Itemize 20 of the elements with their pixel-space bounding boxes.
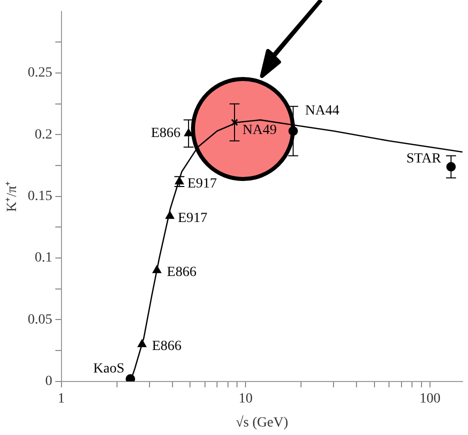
annotation: E917 — [178, 210, 208, 226]
annotation: E866 — [150, 126, 181, 142]
y-tick-label: 0.05 — [28, 312, 52, 328]
y-tick-label: 0.15 — [28, 189, 52, 204]
y-tick-label: 0.25 — [28, 66, 52, 81]
annotation: STAR — [406, 151, 442, 166]
x-tick-label: 10 — [238, 391, 253, 406]
x-axis-title: √s (GeV) — [236, 414, 288, 430]
y-tick-label: 0 — [45, 374, 52, 390]
annotation: KaoS — [93, 362, 124, 377]
y-tick-label: 0.1 — [34, 250, 52, 266]
y-tick-label: 0.2 — [34, 127, 52, 142]
annotation: E866 — [152, 339, 182, 354]
y-axis-title: K⁺/π⁺ — [5, 180, 20, 212]
annotation: NA49 — [242, 123, 277, 138]
annotation: E917 — [187, 176, 217, 192]
x-tick-label: 1 — [58, 391, 65, 406]
x-tick-label: 100 — [420, 391, 441, 406]
annotation: E866 — [166, 265, 196, 280]
annotation: NA44 — [305, 104, 340, 119]
